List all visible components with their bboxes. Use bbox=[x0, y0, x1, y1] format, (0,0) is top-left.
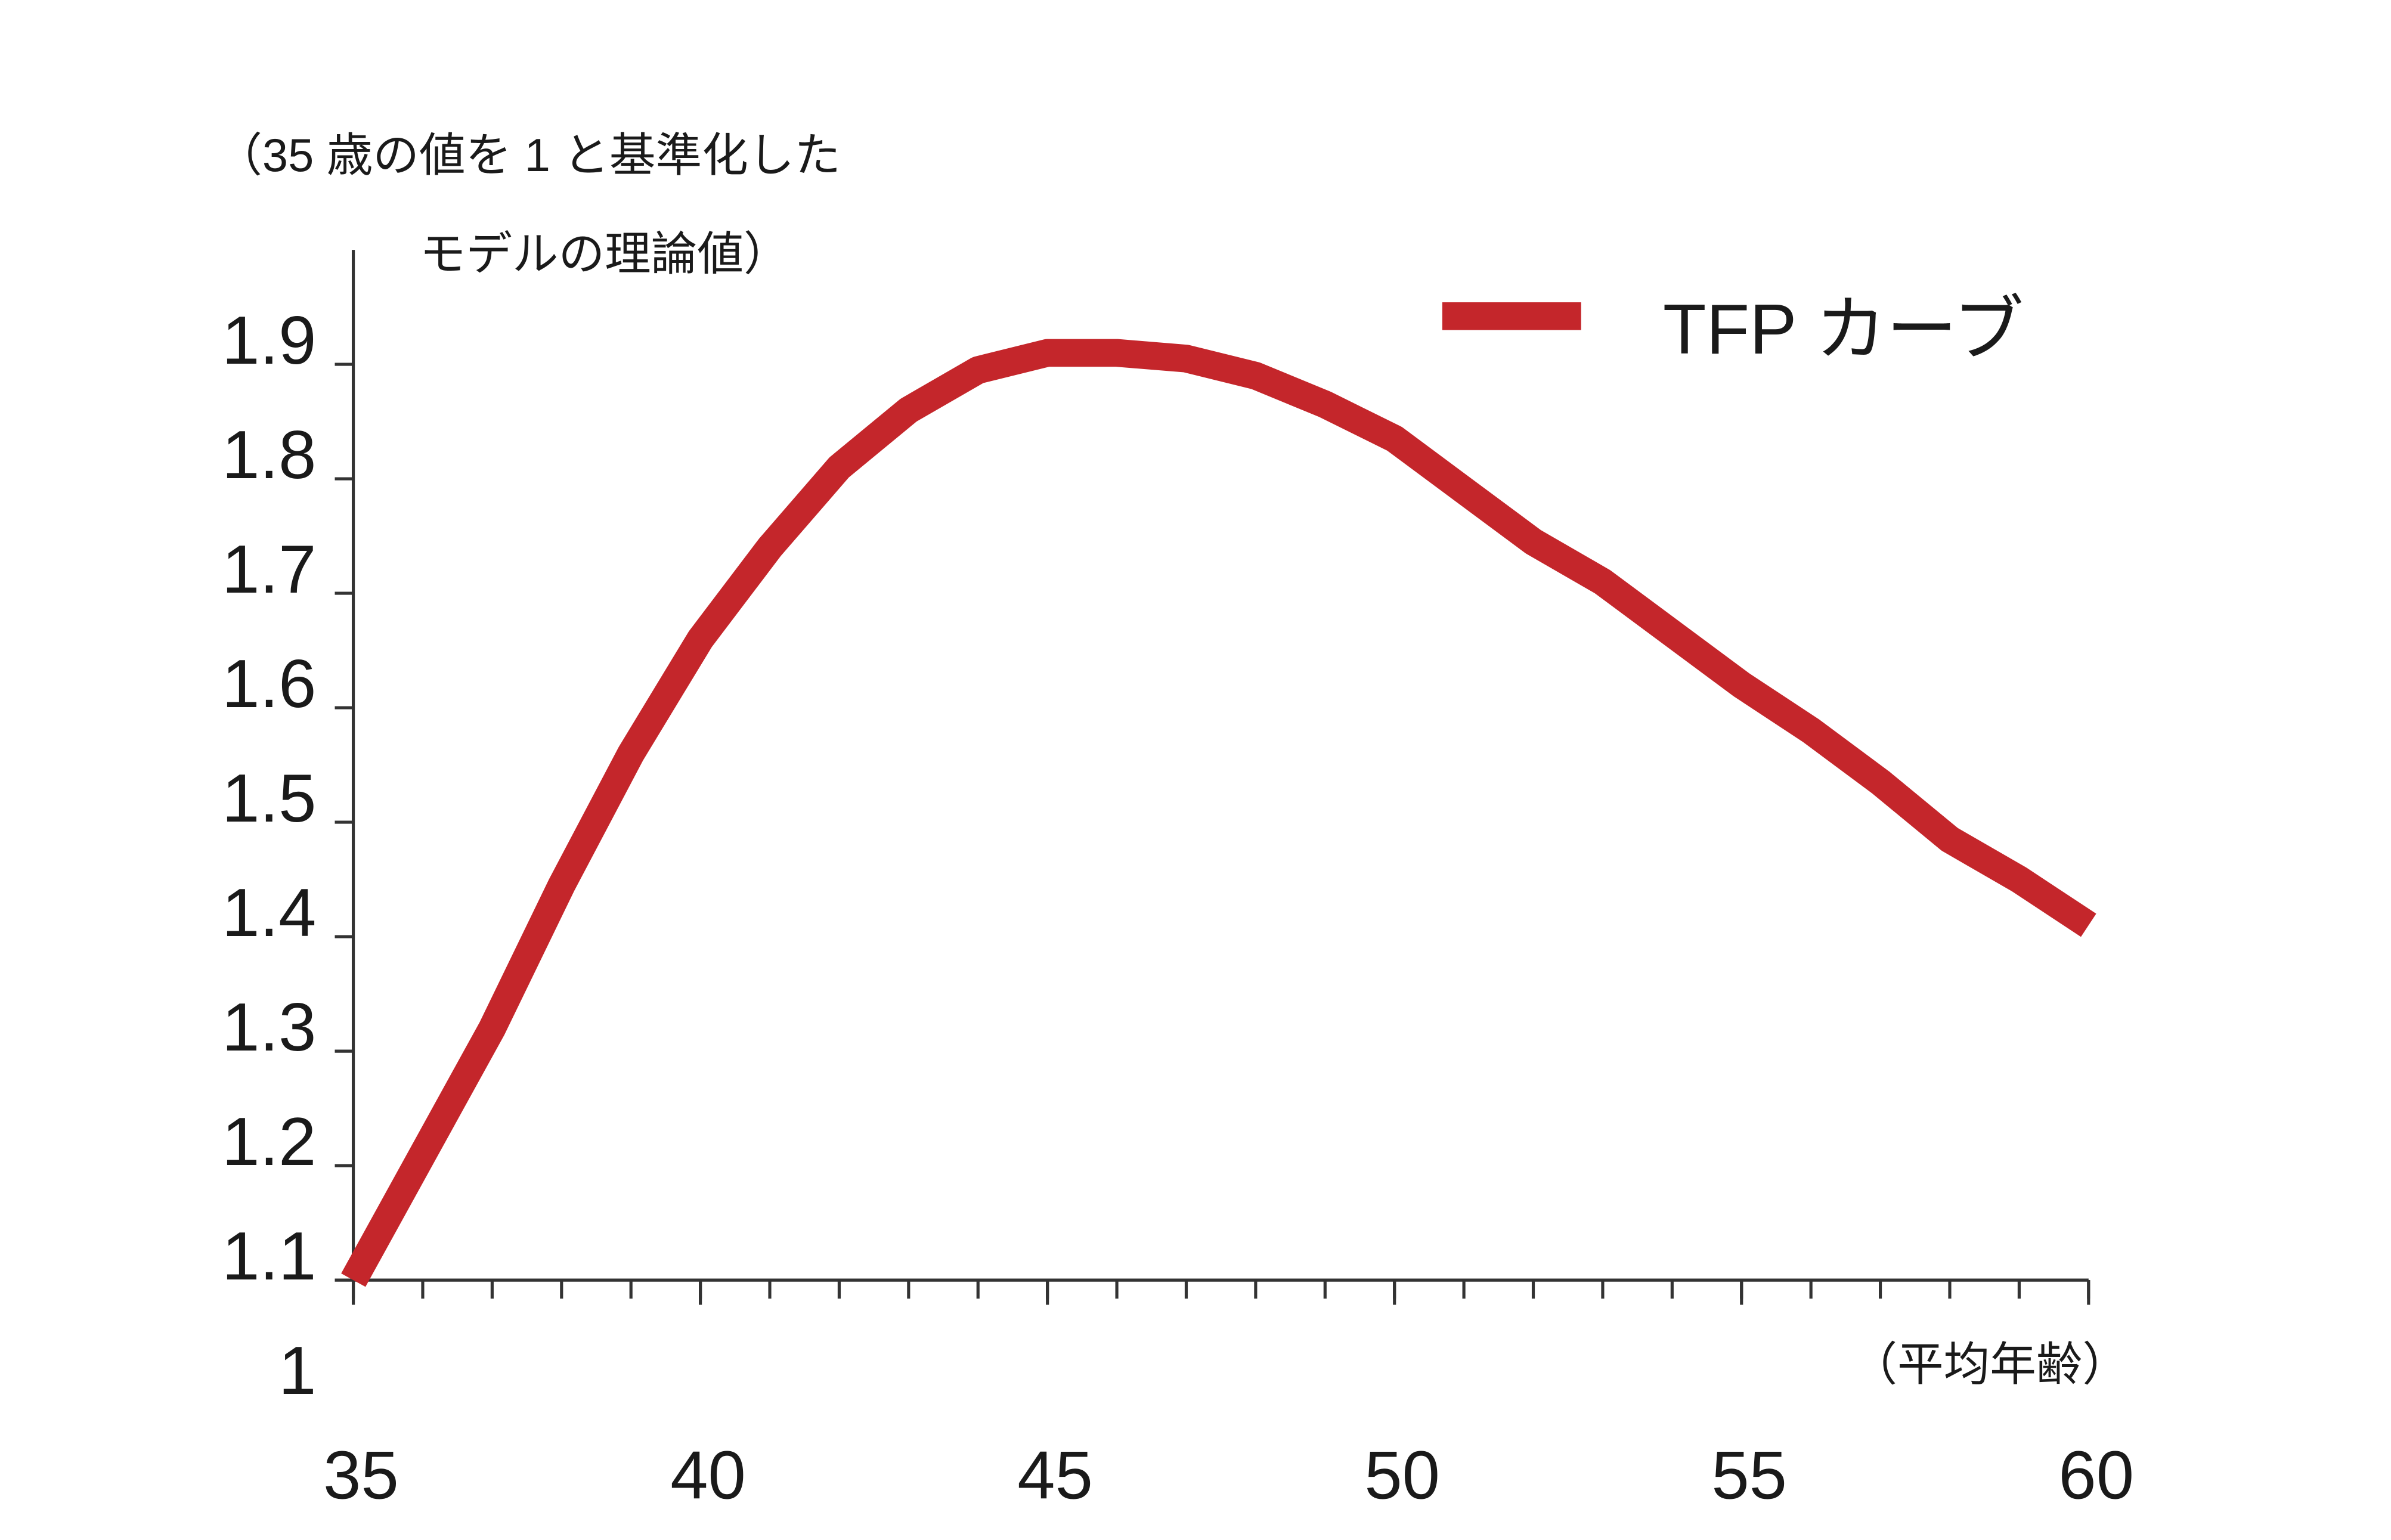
x-tick-label: 50 bbox=[1364, 1437, 1440, 1513]
x-tick-label: 60 bbox=[2058, 1437, 2134, 1513]
y-tick-label: 1 bbox=[278, 1333, 316, 1409]
y-tick-label: 1.5 bbox=[222, 761, 316, 836]
y-tick-label: 1.7 bbox=[222, 532, 316, 608]
y-tick-label: 1.6 bbox=[222, 646, 316, 722]
y-tick-label: 1.1 bbox=[222, 1219, 316, 1294]
y-tick-label: 1.2 bbox=[222, 1104, 316, 1180]
legend-label: TFP カーブ bbox=[1663, 290, 2024, 369]
legend-swatch bbox=[1442, 302, 1581, 330]
y-axis-title: モデルの理論値） bbox=[420, 229, 790, 280]
y-axis-title: （35 歳の値を 1 と基準化した bbox=[216, 130, 841, 181]
data-line bbox=[341, 339, 2096, 1287]
x-tick-label: 40 bbox=[670, 1437, 746, 1513]
y-tick-label: 1.3 bbox=[222, 990, 316, 1065]
x-tick-label: 35 bbox=[323, 1437, 399, 1513]
y-tick-label: 1.4 bbox=[222, 875, 316, 951]
x-tick-label: 45 bbox=[1017, 1437, 1093, 1513]
y-tick-label: 1.9 bbox=[222, 303, 316, 379]
x-axis-title: （平均年齢） bbox=[1851, 1339, 2129, 1390]
x-tick-label: 55 bbox=[1711, 1437, 1787, 1513]
y-tick-label: 1.8 bbox=[222, 417, 316, 493]
